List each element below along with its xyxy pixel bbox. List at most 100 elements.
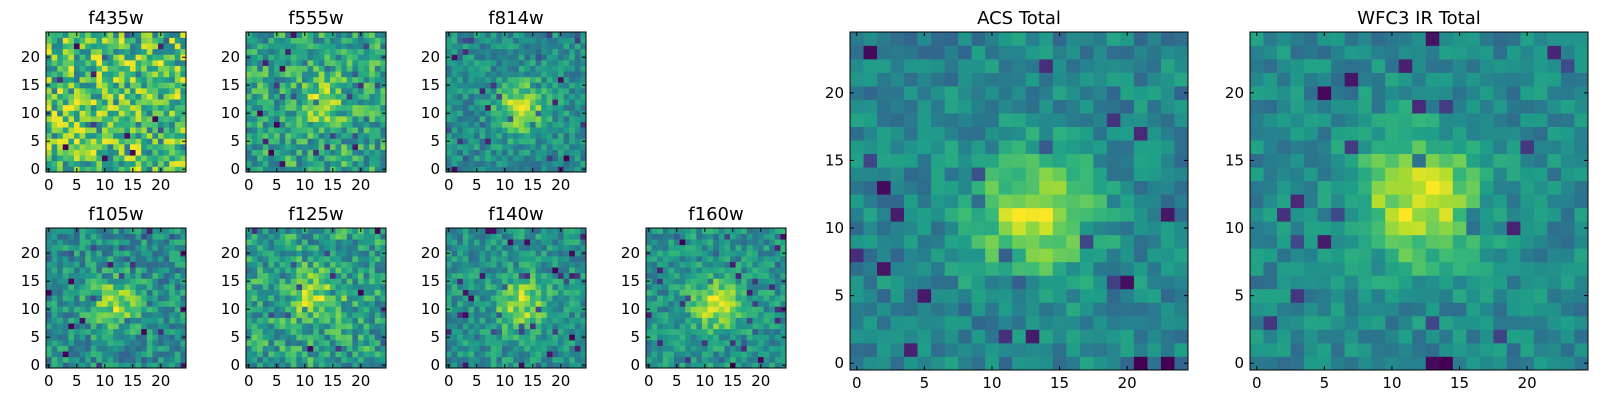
- pixel-cell: [507, 351, 514, 358]
- pixel-cell: [358, 121, 364, 128]
- panel-title: f160w: [688, 204, 743, 225]
- pixel-cell: [479, 228, 486, 234]
- pixel-cell: [730, 261, 736, 268]
- pixel-cell: [769, 233, 776, 240]
- pixel-cell: [530, 239, 536, 246]
- pixel-cell: [290, 267, 297, 274]
- pixel-cell: [335, 127, 342, 134]
- pixel-cell: [730, 239, 736, 246]
- pixel-cell: [546, 250, 553, 257]
- pixel-cell: [274, 93, 280, 100]
- pixel-cell: [485, 328, 492, 335]
- pixel-cell: [46, 345, 52, 352]
- pixel-cell: [541, 317, 548, 324]
- pixel-cell: [135, 295, 142, 302]
- pixel-cell: [696, 267, 703, 274]
- pixel-cell: [485, 312, 492, 318]
- pixel-cell: [141, 345, 148, 352]
- pixel-cell: [68, 32, 75, 38]
- pixel-cell: [541, 250, 548, 257]
- pixel-cell: [346, 244, 353, 251]
- x-tick-label: 0: [244, 372, 254, 390]
- pixel-cell: [74, 48, 80, 55]
- pixel-cell: [457, 295, 464, 302]
- pixel-cell: [468, 43, 475, 50]
- pixel-cell: [369, 261, 376, 268]
- pixel-cell: [530, 65, 536, 72]
- pixel-cell: [118, 289, 125, 296]
- pixel-cell: [74, 306, 80, 313]
- pixel-cell: [307, 43, 314, 50]
- pixel-cell: [90, 239, 97, 246]
- pixel-cell: [446, 93, 452, 100]
- pixel-cell: [296, 284, 303, 290]
- pixel-cell: [313, 256, 320, 262]
- pixel-cell: [318, 328, 325, 335]
- pixel-cell: [279, 88, 286, 94]
- pixel-cell: [971, 221, 986, 236]
- pixel-cell: [279, 233, 286, 240]
- pixel-cell: [152, 155, 159, 162]
- pixel-cell: [352, 110, 359, 117]
- pixel-cell: [518, 306, 525, 313]
- pixel-cell: [335, 160, 342, 167]
- pixel-cell: [1066, 248, 1081, 263]
- pixel-cell: [68, 323, 75, 330]
- pixel-cell: [335, 144, 342, 150]
- pixel-cell: [146, 356, 153, 363]
- pixel-cell: [769, 356, 776, 363]
- pixel-cell: [479, 76, 486, 83]
- pixel-cell: [735, 306, 742, 313]
- pixel-cell: [146, 278, 153, 285]
- pixel-cell: [462, 88, 469, 94]
- pixel-cell: [502, 312, 508, 318]
- pixel-cell: [1120, 221, 1135, 236]
- pixel-cell: [141, 334, 148, 341]
- pixel-cell: [569, 144, 576, 150]
- pixel-cell: [130, 328, 136, 335]
- pixel-cell: [524, 300, 531, 307]
- pixel-cell: [580, 351, 587, 358]
- pixel-cell: [380, 317, 387, 324]
- pixel-cell: [546, 345, 553, 352]
- pixel-cell: [958, 356, 973, 371]
- pixel-cell: [574, 284, 581, 290]
- panel-title: f140w: [488, 204, 543, 225]
- pixel-cell: [79, 345, 86, 352]
- pixel-cell: [490, 110, 497, 117]
- pixel-cell: [51, 71, 58, 78]
- pixel-cell: [552, 149, 559, 156]
- pixel-cell: [690, 340, 697, 346]
- pixel-cell: [174, 300, 181, 307]
- pixel-cell: [57, 104, 64, 111]
- pixel-cell: [46, 289, 52, 296]
- pixel-cell: [662, 295, 669, 302]
- pixel-cell: [68, 76, 75, 83]
- pixel-cell: [474, 295, 480, 302]
- pixel-cell: [863, 261, 878, 276]
- pixel-cell: [363, 99, 370, 106]
- pixel-cell: [524, 43, 531, 50]
- pixel-cell: [741, 250, 748, 257]
- pixel-cell: [146, 267, 153, 274]
- pixel-cell: [1039, 275, 1054, 290]
- pixel-cell: [1066, 288, 1081, 303]
- pixel-cell: [877, 234, 891, 249]
- pixel-cell: [657, 295, 664, 302]
- pixel-cell: [268, 228, 275, 234]
- pixel-cell: [724, 340, 731, 346]
- pixel-cell: [107, 351, 114, 358]
- pixel-cell: [524, 267, 531, 274]
- pixel-cell: [174, 328, 181, 335]
- pixel-cell: [307, 144, 314, 150]
- pixel-cell: [363, 345, 370, 352]
- pixel-cell: [79, 328, 86, 335]
- pixel-cell: [96, 76, 103, 83]
- pixel-cell: [268, 65, 275, 72]
- y-tick-label: 5: [430, 132, 440, 150]
- pixel-cell: [274, 37, 280, 44]
- pixel-cell: [152, 149, 159, 156]
- pixel-cell: [74, 82, 80, 89]
- pixel-cell: [546, 32, 553, 38]
- pixel-cell: [358, 65, 364, 72]
